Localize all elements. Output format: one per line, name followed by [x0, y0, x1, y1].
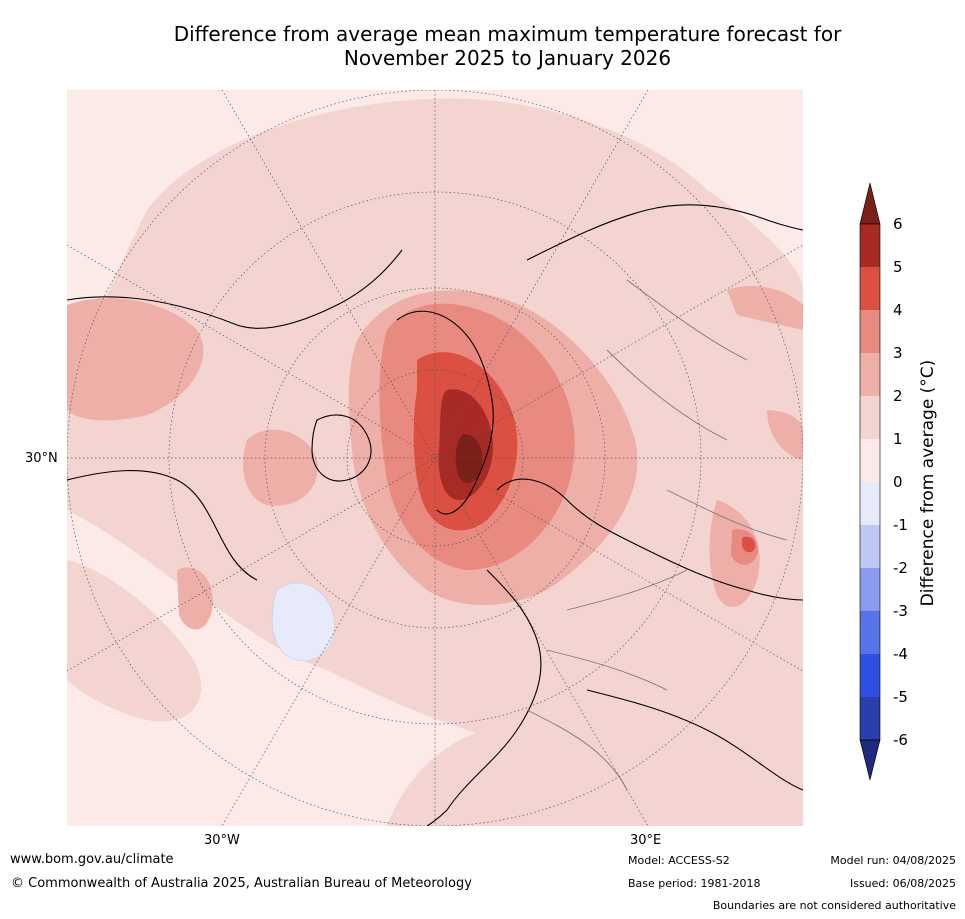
colorbar-tick-label: -2: [893, 559, 908, 577]
colorbar-extend-min: [859, 739, 881, 781]
colorbar-segment: [860, 525, 880, 568]
title-line-2: November 2025 to January 2026: [343, 46, 672, 70]
coastlines: [67, 204, 803, 826]
colorbar-segment: [860, 654, 880, 697]
footer-base-period: Base period: 1981-2018: [628, 877, 761, 890]
colorbar-tick-label: -6: [893, 731, 908, 749]
footer-url: www.bom.gov.au/climate: [10, 852, 174, 867]
colorbar-tick-label: 5: [893, 258, 903, 276]
colorbar-tick-label: -3: [893, 602, 908, 620]
colorbar-tick-label: 2: [893, 387, 903, 405]
graticule: [67, 90, 803, 826]
colorbar-tick-label: -5: [893, 688, 908, 706]
colorbar-tick-label: 4: [893, 301, 903, 319]
chart-title: Difference from average mean maximum tem…: [60, 22, 955, 70]
colorbar-segment: [860, 224, 880, 267]
anomaly-band-above-6: [455, 434, 483, 483]
footer-copyright: © Commonwealth of Australia 2025, Austra…: [11, 876, 472, 891]
colorbar-tick-label: -1: [893, 516, 908, 534]
colorbar-segment: [860, 439, 880, 482]
colorbar-segment: [860, 482, 880, 525]
colorbar-segment: [860, 267, 880, 310]
lon-label-30w: 30°W: [204, 833, 240, 848]
colorbar-segment: [860, 353, 880, 396]
lat-label-30n: 30°N: [25, 451, 58, 466]
anomaly-map: [67, 90, 803, 826]
colorbar-tick-label: 6: [893, 215, 903, 233]
footer-disclaimer: Boundaries are not considered authoritat…: [712, 899, 956, 912]
colorbar-extend-max: [859, 182, 881, 225]
colorbar-tick-label: -4: [893, 645, 908, 663]
colorbar-segment: [860, 396, 880, 439]
colorbar-title: Difference from average (°C): [918, 359, 938, 607]
colorbar-segment: [860, 611, 880, 654]
colorbar-segment: [860, 697, 880, 740]
colorbar-segment: [860, 568, 880, 611]
colorbar-segment: [860, 310, 880, 353]
anomaly-band-neg1-0: [271, 582, 335, 661]
lon-label-30e: 30°E: [630, 833, 662, 848]
colorbar-tick-label: 1: [893, 430, 903, 448]
colorbar-frame: [859, 223, 881, 741]
colorbar: [859, 182, 881, 781]
footer-issued: Issued: 06/08/2025: [849, 877, 956, 890]
country-boundaries: [526, 279, 788, 791]
colorbar-tick-label: 0: [893, 473, 903, 491]
footer-model: Model: ACCESS-S2: [628, 854, 730, 867]
title-line-1: Difference from average mean maximum tem…: [173, 22, 842, 46]
footer-model-run: Model run: 04/08/2025: [830, 854, 956, 867]
colorbar-tick-label: 3: [893, 344, 903, 362]
